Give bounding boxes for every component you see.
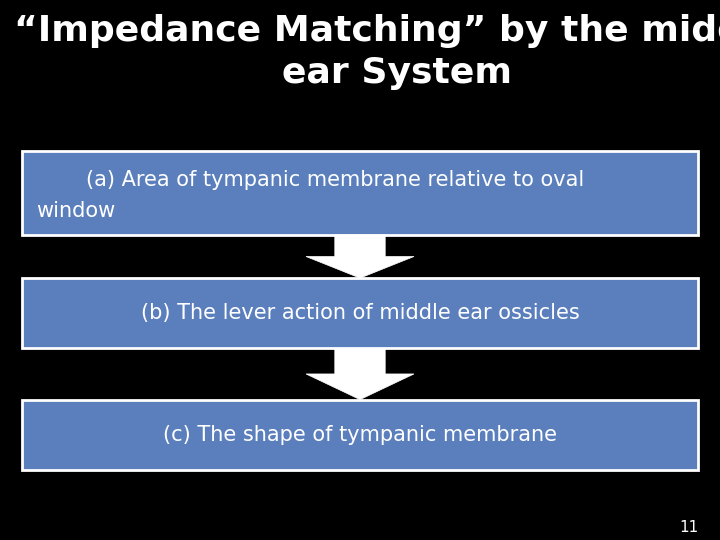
- Polygon shape: [306, 235, 414, 278]
- FancyBboxPatch shape: [22, 400, 698, 470]
- Text: 11: 11: [679, 519, 698, 535]
- Text: (a) Area of tympanic membrane relative to oval: (a) Area of tympanic membrane relative t…: [86, 171, 585, 191]
- FancyBboxPatch shape: [22, 278, 698, 348]
- Text: “Impedance Matching” by the middle
ear System: “Impedance Matching” by the middle ear S…: [14, 14, 720, 90]
- FancyBboxPatch shape: [22, 151, 698, 235]
- Text: window: window: [36, 201, 115, 221]
- Text: (c) The shape of tympanic membrane: (c) The shape of tympanic membrane: [163, 424, 557, 445]
- Polygon shape: [306, 348, 414, 400]
- Text: (b) The lever action of middle ear ossicles: (b) The lever action of middle ear ossic…: [140, 303, 580, 323]
